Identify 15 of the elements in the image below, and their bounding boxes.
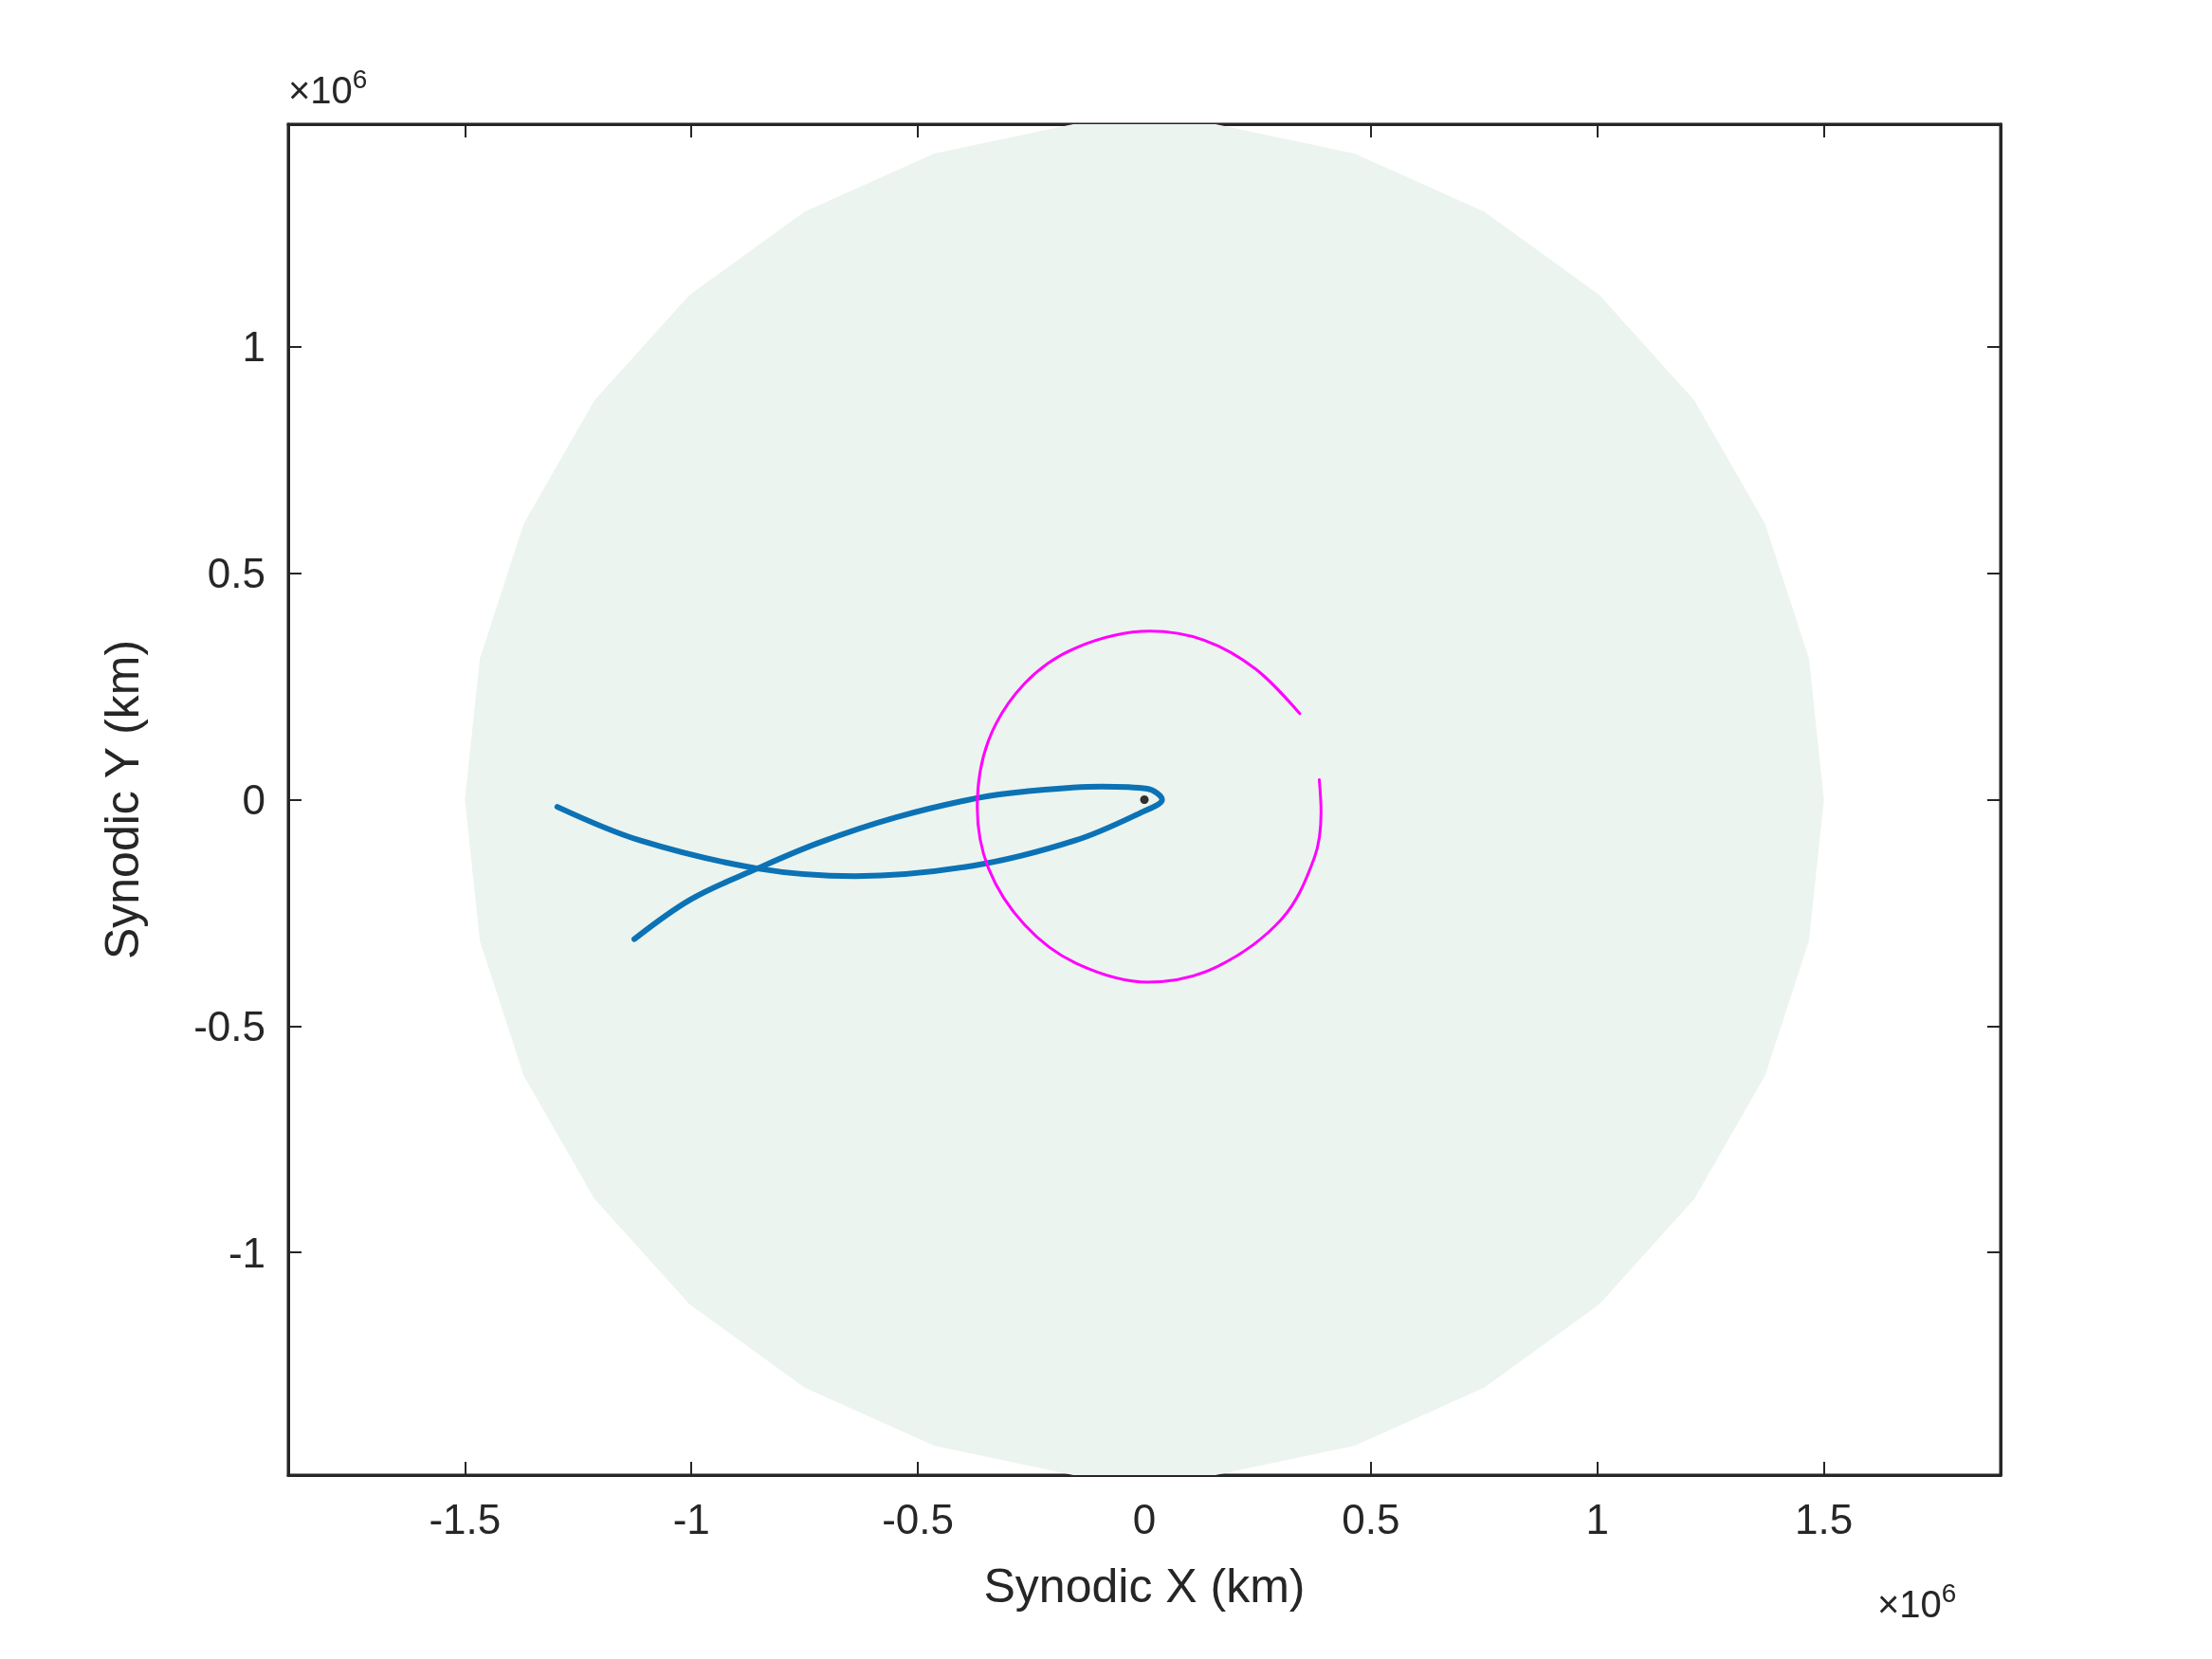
x-tick-label: -0.5 [882, 1495, 955, 1542]
y-tick-label: -1 [228, 1229, 265, 1276]
x-tick-label: -1.5 [429, 1495, 502, 1542]
x-tick-label: 1.5 [1795, 1495, 1854, 1542]
y-tick-label: 0 [242, 776, 265, 823]
x-axis-title: Synodic X (km) [983, 1559, 1306, 1613]
x-tick-label: 0 [1132, 1495, 1157, 1542]
y-axis-title: Synodic Y (km) [96, 639, 149, 960]
x-tick-label: 1 [1585, 1495, 1610, 1542]
x-tick-label: 0.5 [1342, 1495, 1400, 1542]
x-tick-label: -1 [672, 1495, 710, 1542]
line-series [976, 629, 1323, 984]
y-tick-label: 0.5 [207, 550, 265, 597]
y-tick-label: -0.5 [193, 1002, 265, 1049]
y-tick-label: 1 [242, 323, 265, 371]
